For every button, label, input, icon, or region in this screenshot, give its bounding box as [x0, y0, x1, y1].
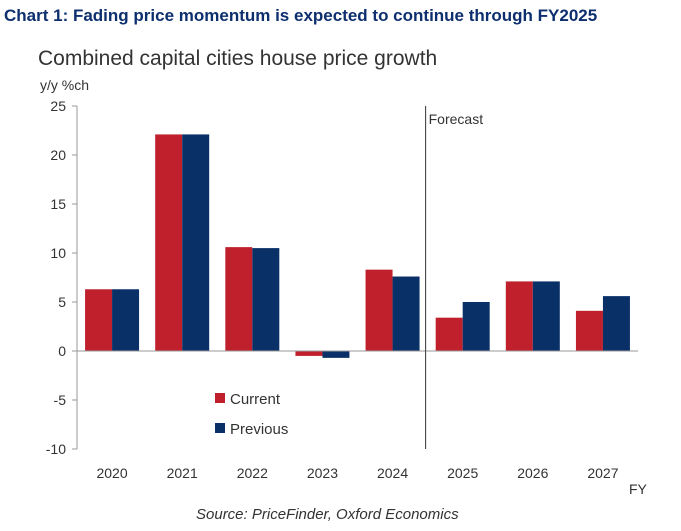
x-tick-label-2027: 2027 — [587, 465, 618, 481]
bar-current-2024 — [365, 269, 393, 351]
x-axis-label: FY — [629, 481, 648, 497]
y-tick-label: 15 — [50, 196, 66, 212]
bar-current-2021 — [155, 134, 183, 351]
chart-title: Chart 1: Fading price momentum is expect… — [4, 6, 598, 25]
x-tick-label-2022: 2022 — [237, 465, 268, 481]
legend-label-previous: Previous — [230, 421, 288, 438]
source-note: Source: PriceFinder, Oxford Economics — [196, 506, 459, 523]
y-tick-label: 5 — [58, 294, 66, 310]
bar-previous-2027 — [602, 296, 630, 351]
bar-current-2025 — [435, 317, 463, 351]
y-tick-label: 0 — [58, 343, 66, 359]
bar-previous-2023 — [322, 351, 350, 358]
bar-chart: 25 20 15 10 5 0 -5 -10 2020 2021 2022 2023 2024 2025 2… — [46, 98, 648, 497]
forecast-label: Forecast — [429, 111, 484, 127]
legend-swatch-current — [215, 393, 225, 403]
y-axis-unit-label: y/y %ch — [40, 77, 90, 93]
bar-previous-2022 — [252, 248, 280, 351]
y-tick-label: -5 — [54, 392, 67, 408]
bar-previous-2020 — [112, 289, 140, 351]
y-tick-label: 10 — [50, 245, 66, 261]
bar-current-2027 — [575, 310, 603, 351]
chart-subtitle: Combined capital cities house price grow… — [38, 47, 438, 70]
x-tick-label-2021: 2021 — [167, 465, 198, 481]
legend-label-current: Current — [230, 391, 281, 408]
y-tick-label: -10 — [46, 441, 66, 457]
bar-previous-2021 — [182, 134, 210, 351]
x-tick-label-2023: 2023 — [307, 465, 338, 481]
bar-current-2020 — [85, 289, 113, 351]
bar-previous-2026 — [532, 281, 560, 351]
legend-swatch-previous — [215, 423, 225, 433]
bar-previous-2025 — [462, 302, 490, 351]
bar-previous-2024 — [392, 276, 420, 351]
x-tick-label-2025: 2025 — [447, 465, 478, 481]
bar-current-2022 — [225, 247, 253, 351]
y-tick-label: 25 — [50, 98, 66, 114]
x-tick-label-2024: 2024 — [377, 465, 408, 481]
x-tick-label-2026: 2026 — [517, 465, 548, 481]
bar-current-2023 — [295, 351, 323, 356]
y-tick-label: 20 — [50, 147, 66, 163]
bar-current-2026 — [505, 281, 533, 351]
x-tick-label-2020: 2020 — [96, 465, 127, 481]
